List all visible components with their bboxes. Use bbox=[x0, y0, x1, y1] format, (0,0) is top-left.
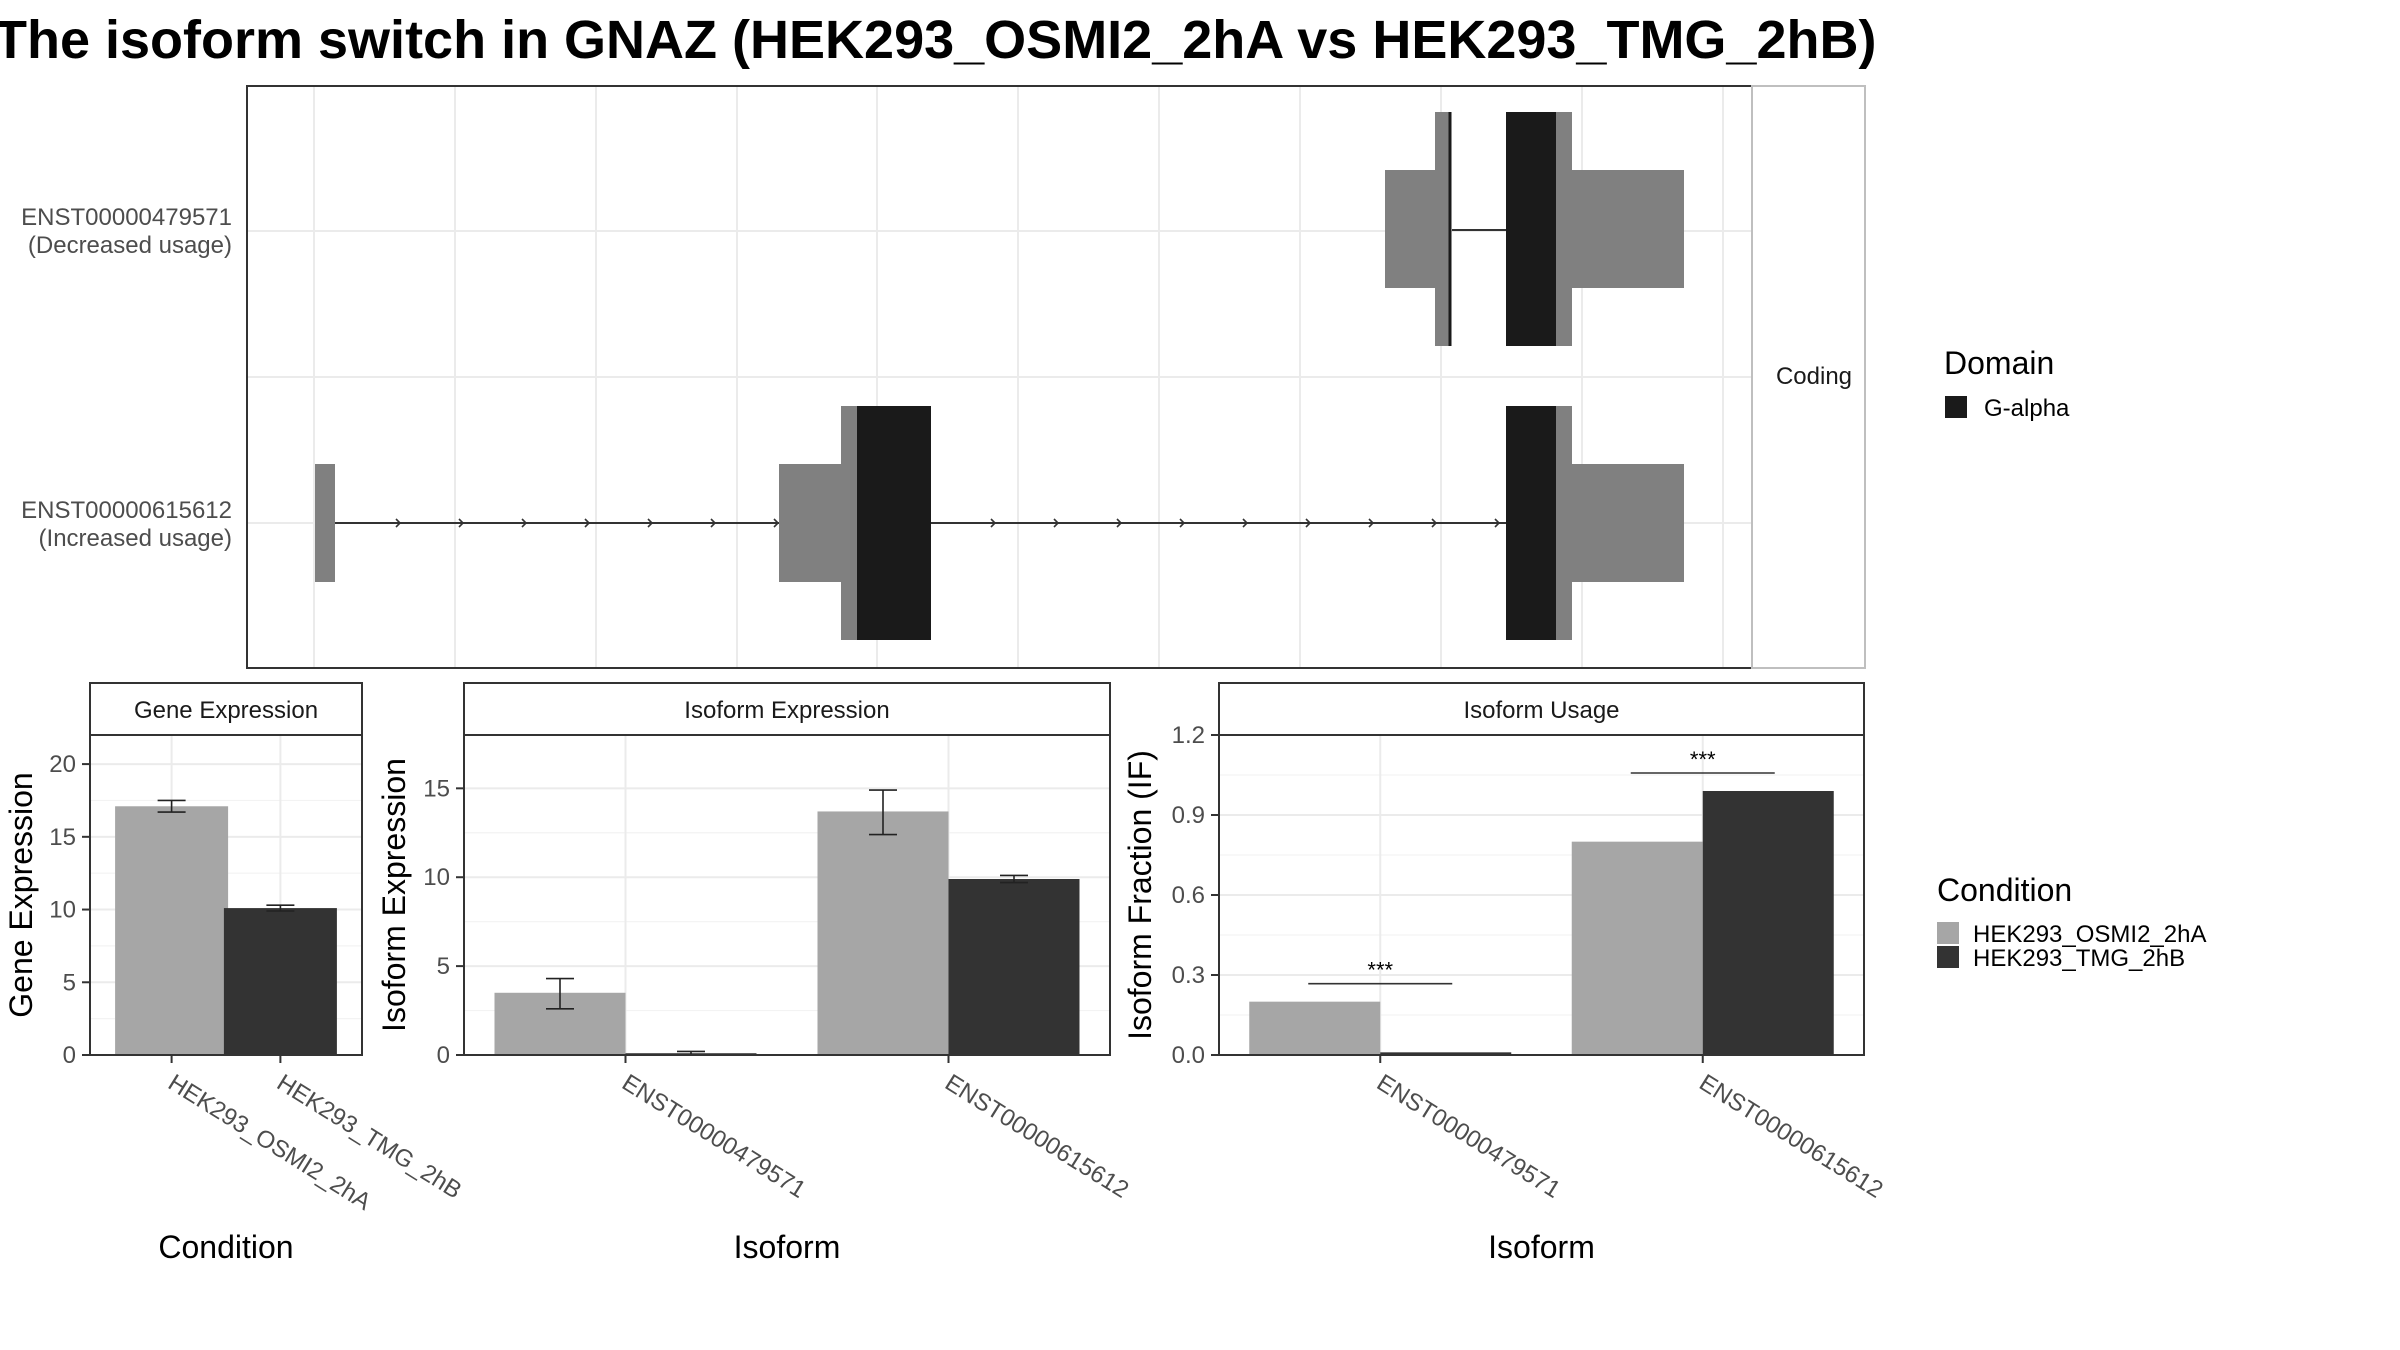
facet-strip-label: Isoform Expression bbox=[684, 697, 889, 724]
isoform-usage-panel: *** *** Isoform Usage 0.0 0.3 0.6 0.9 1.2 ENST00… bbox=[1122, 682, 1888, 1265]
y-tick-label: 15 bbox=[49, 824, 76, 851]
legend-key-tmg bbox=[1937, 946, 1959, 968]
x-axis-title: Condition bbox=[158, 1229, 293, 1265]
condition-legend-title: Condition bbox=[1937, 872, 2072, 908]
transcript-1-id: ENST00000479571 bbox=[21, 204, 232, 231]
y-axis-title: Isoform Expression bbox=[376, 758, 412, 1032]
y-tick-label: 1.2 bbox=[1172, 722, 1205, 749]
legend-key-g-alpha bbox=[1945, 396, 1967, 418]
bar bbox=[1702, 791, 1834, 1055]
bar bbox=[948, 879, 1080, 1055]
x-tick-label: HEK293_OSMI2_2hA bbox=[163, 1069, 375, 1216]
transcript-479571 bbox=[1385, 112, 1684, 346]
facet-strip bbox=[463, 682, 1111, 736]
isoform-structure-panel: Coding ENST00000479571 (Decreased usage)… bbox=[21, 85, 1866, 669]
domain-g-alpha bbox=[1506, 406, 1556, 640]
bar bbox=[1571, 841, 1703, 1055]
x-axis-title: Isoform bbox=[734, 1229, 841, 1265]
significance-stars: *** bbox=[1367, 958, 1393, 983]
y-tick-label: 5 bbox=[437, 953, 450, 980]
domain-g-alpha bbox=[1506, 112, 1556, 346]
x-tick-label: ENST00000615612 bbox=[1694, 1069, 1887, 1204]
bar bbox=[115, 806, 229, 1055]
transcript-615612 bbox=[315, 406, 1684, 640]
x-tick-label: ENST00000479571 bbox=[617, 1069, 810, 1204]
bar bbox=[817, 811, 949, 1055]
exon-noncoding bbox=[315, 464, 335, 582]
y-tick-label: 15 bbox=[423, 775, 450, 802]
significance-stars: *** bbox=[1690, 747, 1716, 772]
legend-key-osmi2 bbox=[1937, 922, 1959, 944]
exon-noncoding bbox=[779, 464, 841, 582]
y-tick-label: 10 bbox=[423, 864, 450, 891]
exon-coding bbox=[1435, 112, 1450, 346]
y-tick-label: 0.0 bbox=[1172, 1042, 1205, 1069]
isoform-expression-panel: Isoform Expression 0 5 10 15 ENST00000479571 E… bbox=[376, 682, 1133, 1265]
legend-label-tmg: HEK293_TMG_2hB bbox=[1973, 945, 2185, 972]
y-axis-title: Gene Expression bbox=[3, 772, 39, 1017]
x-axis-title: Isoform bbox=[1488, 1229, 1595, 1265]
x-tick-label: HEK293_TMG_2hB bbox=[272, 1069, 466, 1204]
legend-label-osmi2: HEK293_OSMI2_2hA bbox=[1973, 921, 2206, 948]
facet-strip-label: Isoform Usage bbox=[1463, 697, 1619, 724]
domain-legend: Domain G-alpha bbox=[1944, 345, 2070, 422]
exon-coding bbox=[1556, 112, 1572, 346]
exon-noncoding bbox=[1572, 170, 1684, 288]
x-tick-label: ENST00000615612 bbox=[940, 1069, 1133, 1204]
x-tick-label: ENST00000479571 bbox=[1372, 1069, 1565, 1204]
exon-noncoding bbox=[1385, 170, 1435, 288]
y-tick-label: 10 bbox=[49, 897, 76, 924]
structure-strip-label: Coding bbox=[1776, 363, 1852, 390]
exon-noncoding bbox=[1572, 464, 1684, 582]
facet-strip bbox=[1218, 682, 1865, 736]
bar bbox=[223, 908, 337, 1055]
bar bbox=[1380, 1052, 1512, 1055]
facet-strip-label: Gene Expression bbox=[134, 697, 318, 724]
exon-coding bbox=[1556, 406, 1572, 640]
y-tick-label: 0.3 bbox=[1172, 962, 1205, 989]
figure-title: The isoform switch in GNAZ (HEK293_OSMI2… bbox=[0, 10, 1876, 70]
facet-strip bbox=[89, 682, 363, 736]
transcript-2-usage: (Increased usage) bbox=[39, 525, 232, 552]
bar bbox=[1249, 1001, 1381, 1055]
exon-coding bbox=[841, 406, 857, 640]
y-axis-title: Isoform Fraction (IF) bbox=[1122, 750, 1158, 1040]
transcript-1-usage: (Decreased usage) bbox=[28, 232, 232, 259]
intron-direction-arrows bbox=[395, 518, 1501, 528]
y-tick-label: 0.6 bbox=[1172, 882, 1205, 909]
y-tick-label: 0 bbox=[437, 1042, 450, 1069]
y-tick-label: 5 bbox=[63, 969, 76, 996]
y-tick-label: 20 bbox=[49, 751, 76, 778]
domain-legend-title: Domain bbox=[1944, 345, 2054, 381]
transcript-2-id: ENST00000615612 bbox=[21, 497, 232, 524]
legend-label-g-alpha: G-alpha bbox=[1984, 395, 2070, 422]
condition-legend: Condition HEK293_OSMI2_2hA HEK293_TMG_2h… bbox=[1937, 872, 2206, 972]
domain-g-alpha bbox=[857, 406, 931, 640]
structure-strip bbox=[1751, 85, 1866, 669]
y-tick-label: 0 bbox=[63, 1042, 76, 1069]
y-tick-label: 0.9 bbox=[1172, 802, 1205, 829]
